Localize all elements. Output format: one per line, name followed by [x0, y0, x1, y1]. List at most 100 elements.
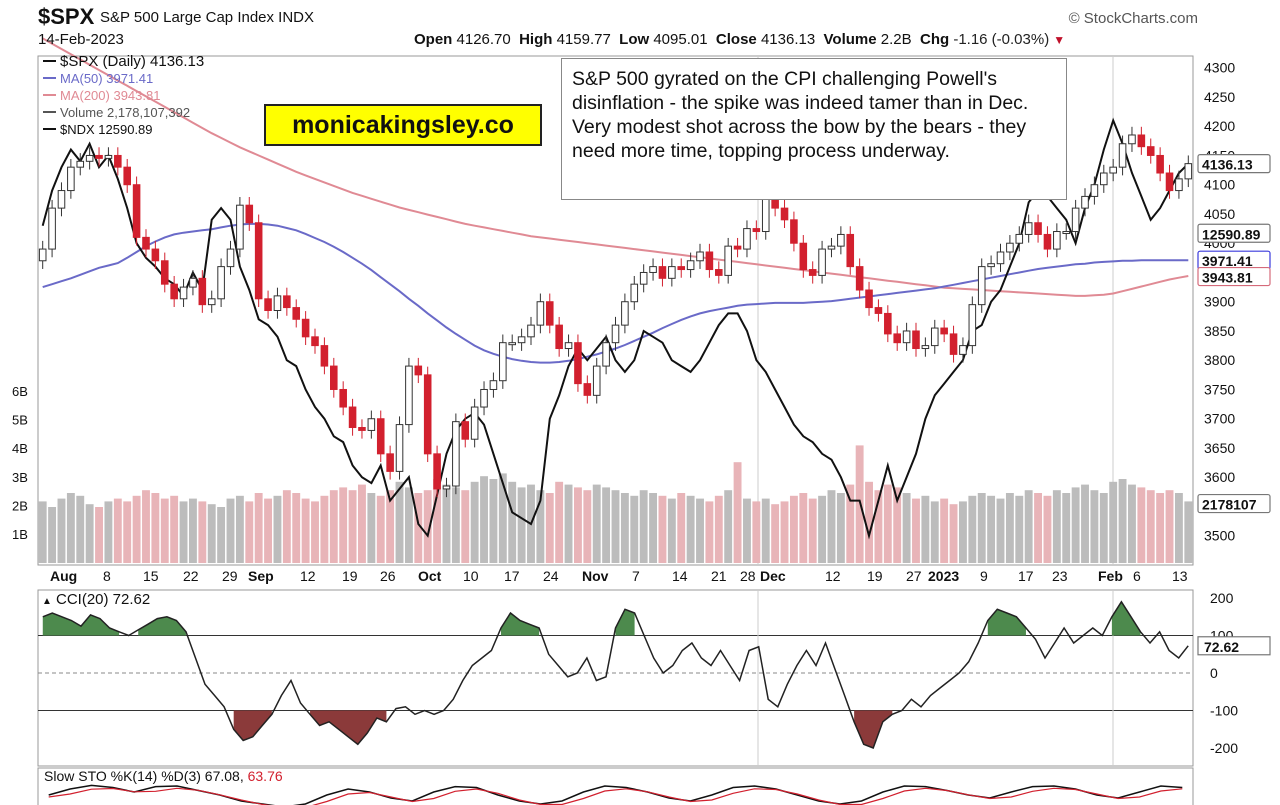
volume-bar [320, 495, 329, 563]
candle-body [114, 154, 122, 168]
volume-bar [1043, 495, 1052, 563]
candle-body [423, 374, 432, 455]
volume-bar [1146, 490, 1155, 563]
candle-body [433, 453, 441, 490]
volume-tick-label: 2B [12, 498, 28, 513]
candle-body [555, 324, 563, 350]
cci-tick-label: 200 [1210, 590, 1234, 606]
volume-bar [48, 507, 57, 563]
volume-bar [348, 490, 357, 563]
price-marker-label: 2178107 [1202, 497, 1257, 513]
candle-body [339, 388, 347, 408]
candle-body [818, 248, 826, 276]
candle-body [358, 427, 366, 431]
candle-body [1090, 184, 1099, 197]
price-tick-label: 3850 [1204, 323, 1235, 339]
date-tick-label: 19 [342, 568, 358, 584]
volume-bar [414, 493, 423, 563]
cci-oversold-fill [233, 710, 272, 741]
volume-bar [113, 498, 122, 563]
volume-bar [752, 501, 761, 563]
watermark-banner: monicakingsley.co [264, 104, 542, 146]
candle-body [780, 207, 789, 221]
candle-body [527, 324, 535, 338]
candle-body [930, 327, 939, 347]
cci-tick-label: -100 [1210, 703, 1238, 719]
volume-bar [433, 479, 442, 563]
volume-bar [386, 490, 395, 563]
date-tick-label: 13 [1172, 568, 1188, 584]
price-tick-label: 4250 [1204, 89, 1235, 105]
candle-body [686, 260, 695, 271]
volume-bar [789, 495, 798, 563]
candle-body [95, 154, 103, 159]
ndx-line [41, 117, 1190, 540]
candle-body [67, 166, 75, 192]
volume-value: 2.2B [880, 31, 912, 48]
volume-bar [724, 490, 733, 563]
price-marker-box [1197, 266, 1271, 287]
price-tick-label: 3500 [1204, 528, 1235, 544]
volume-bar [282, 490, 291, 563]
volume-bar [912, 498, 920, 563]
candle-body [1043, 233, 1052, 250]
candle-body [761, 195, 770, 233]
candle-body [1146, 146, 1155, 156]
candle-body [57, 190, 66, 209]
price-marker-label: 4136.13 [1202, 157, 1253, 173]
volume-bar [329, 490, 338, 563]
volume-bar [85, 504, 94, 563]
cci-oversold-fill [854, 710, 893, 748]
volume-bar [677, 493, 686, 563]
date-tick-label: 10 [463, 568, 479, 584]
close-value: 4136.13 [760, 31, 816, 48]
candle-body [677, 266, 686, 271]
candle-body [395, 424, 404, 472]
candle-body [283, 295, 291, 309]
candle-body [1184, 163, 1193, 180]
volume-bar [226, 498, 235, 563]
candle-body [442, 485, 451, 490]
volume-bar [1090, 490, 1099, 563]
volume-bar [930, 501, 939, 563]
candle-body [977, 266, 986, 306]
volume-bar [1099, 493, 1108, 563]
candle-body [1015, 233, 1024, 244]
volume-tick-label: 1B [12, 527, 28, 542]
candle-body [752, 228, 761, 233]
volume-bar [958, 501, 967, 563]
volume-bar [1024, 490, 1033, 563]
volume-bar [611, 490, 620, 563]
cci-tick-label: -200 [1210, 740, 1238, 756]
price-marker-box [1197, 493, 1271, 514]
volume-bar [705, 501, 714, 563]
volume-bar [404, 487, 413, 563]
price-candles [38, 126, 1193, 498]
sto-title: Slow STO %K(14) %D(3) [44, 768, 201, 784]
volume-tick-label: 3B [12, 470, 28, 485]
ma200-line [42, 37, 1189, 297]
volume-bar [461, 490, 470, 563]
cci-tick-label: 0 [1210, 665, 1218, 681]
volume-bar [76, 495, 85, 563]
volume-bar [245, 501, 254, 563]
volume-bar [667, 498, 676, 563]
volume-bar [883, 484, 892, 563]
candle-body [376, 418, 385, 455]
chart-date: 14-Feb-2023 [38, 31, 124, 48]
candle-body [630, 283, 639, 303]
sto-legend-label: Slow STO %K(14) %D(3) 67.08, 63.76 [44, 768, 283, 784]
price-tick-label: 3700 [1204, 411, 1235, 427]
close-label: Close [715, 31, 757, 48]
volume-bar [442, 484, 451, 563]
candle-body [1137, 134, 1146, 148]
volume-bar [827, 490, 836, 563]
candle-body [301, 318, 310, 338]
candle-body [142, 236, 150, 250]
volume-bar [480, 476, 488, 563]
price-tick-label: 4050 [1204, 206, 1235, 222]
volume-tick-label: 6B [12, 384, 28, 399]
volume-bar [1184, 501, 1193, 563]
stockcharts-brand[interactable]: © StockCharts.com [1068, 10, 1198, 27]
